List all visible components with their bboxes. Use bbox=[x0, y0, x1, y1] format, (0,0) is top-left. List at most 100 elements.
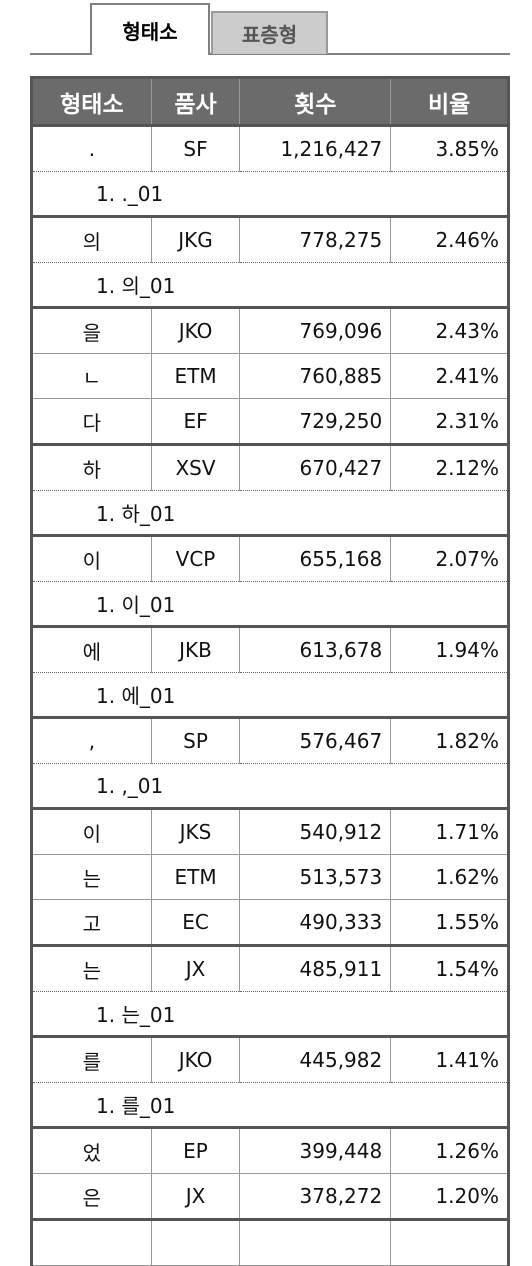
table-row[interactable]: 었 EP 399,448 1.26% bbox=[31, 1126, 509, 1174]
table-row[interactable]: ㄴ ETM 760,885 2.41% bbox=[31, 353, 509, 399]
column-header-count[interactable]: 횟수 bbox=[239, 76, 392, 127]
ratio-cell: 1.94% bbox=[390, 625, 509, 673]
morpheme-cell: 고 bbox=[31, 899, 152, 946]
table-row[interactable]: , SP 576,467 1.82% bbox=[31, 716, 509, 764]
pos-cell: ETM bbox=[150, 353, 241, 399]
pos-cell: JKG bbox=[150, 215, 241, 263]
table-row[interactable]: 은 JX 378,272 1.20% bbox=[31, 1173, 509, 1220]
morpheme-cell: 의 bbox=[31, 215, 152, 263]
ratio-cell: 2.12% bbox=[390, 443, 509, 491]
table-row[interactable]: 이 JKS 540,912 1.71% bbox=[31, 807, 509, 855]
count-cell: 540,912 bbox=[239, 807, 392, 855]
morpheme-cell: 하 bbox=[31, 443, 152, 491]
frequency-table-container: 형태소 품사 횟수 비율 . SF 1,216,427 3.85% 1. ._01 의 JK… bbox=[30, 76, 510, 1266]
count-cell: 729,250 bbox=[239, 398, 392, 445]
morpheme-cell bbox=[31, 1218, 152, 1266]
sense-row: 1. 에_01 bbox=[31, 672, 509, 718]
count-cell: 490,333 bbox=[239, 899, 392, 946]
ratio-cell: 1.54% bbox=[390, 944, 509, 992]
table-row[interactable]: 다 EF 729,250 2.31% bbox=[31, 398, 509, 445]
count-cell: 513,573 bbox=[239, 854, 392, 900]
sense-row: 1. 이_01 bbox=[31, 581, 509, 627]
count-cell: 760,885 bbox=[239, 353, 392, 399]
count-cell: 485,911 bbox=[239, 944, 392, 992]
morpheme-cell: 를 bbox=[31, 1035, 152, 1083]
morpheme-cell: 다 bbox=[31, 398, 152, 445]
table-row[interactable]: 에 JKB 613,678 1.94% bbox=[31, 625, 509, 673]
pos-cell: JKO bbox=[150, 306, 241, 354]
pos-cell: JX bbox=[150, 944, 241, 992]
morpheme-cell: 는 bbox=[31, 854, 152, 900]
sense-row: 1. ,_01 bbox=[31, 763, 509, 809]
pos-cell: VCP bbox=[150, 534, 241, 582]
pos-cell: SP bbox=[150, 716, 241, 764]
pos-cell: EP bbox=[150, 1126, 241, 1174]
column-header-morpheme[interactable]: 형태소 bbox=[31, 76, 152, 127]
table-row[interactable]: 고 EC 490,333 1.55% bbox=[31, 899, 509, 946]
tab-surface-form[interactable]: 표층형 bbox=[211, 11, 328, 54]
table-row[interactable]: 의 JKG 778,275 2.46% bbox=[31, 215, 509, 263]
sense-link[interactable]: 1. ,_01 bbox=[31, 763, 509, 809]
morpheme-cell: 이 bbox=[31, 534, 152, 582]
sense-link[interactable]: 1. 하_01 bbox=[31, 490, 509, 536]
table-row[interactable]: 하 XSV 670,427 2.12% bbox=[31, 443, 509, 491]
frequency-table: 형태소 품사 횟수 비율 . SF 1,216,427 3.85% 1. ._01 의 JK… bbox=[30, 76, 510, 1266]
table-row[interactable]: . SF 1,216,427 3.85% bbox=[31, 124, 509, 172]
table-row[interactable]: 는 ETM 513,573 1.62% bbox=[31, 854, 509, 900]
table-row[interactable] bbox=[31, 1218, 509, 1266]
sense-link[interactable]: 1. 의_01 bbox=[31, 262, 509, 308]
sense-link[interactable]: 1. 는_01 bbox=[31, 991, 509, 1037]
ratio-cell: 1.55% bbox=[390, 899, 509, 946]
count-cell: 378,272 bbox=[239, 1173, 392, 1220]
morpheme-cell: 는 bbox=[31, 944, 152, 992]
morpheme-cell: ㄴ bbox=[31, 353, 152, 399]
ratio-cell: 1.71% bbox=[390, 807, 509, 855]
sense-row: 1. 는_01 bbox=[31, 991, 509, 1037]
ratio-cell: 2.41% bbox=[390, 353, 509, 399]
ratio-cell: 2.31% bbox=[390, 398, 509, 445]
pos-cell: JX bbox=[150, 1173, 241, 1220]
ratio-cell: 1.41% bbox=[390, 1035, 509, 1083]
table-row[interactable]: 는 JX 485,911 1.54% bbox=[31, 944, 509, 992]
sense-link[interactable]: 1. 에_01 bbox=[31, 672, 509, 718]
morpheme-cell: 었 bbox=[31, 1126, 152, 1174]
ratio-cell: 1.20% bbox=[390, 1173, 509, 1220]
sense-link[interactable]: 1. 이_01 bbox=[31, 581, 509, 627]
pos-cell: JKB bbox=[150, 625, 241, 673]
count-cell: 576,467 bbox=[239, 716, 392, 764]
sense-row: 1. 의_01 bbox=[31, 262, 509, 308]
count-cell: 778,275 bbox=[239, 215, 392, 263]
pos-cell: EF bbox=[150, 398, 241, 445]
morpheme-cell: 을 bbox=[31, 306, 152, 354]
count-cell: 670,427 bbox=[239, 443, 392, 491]
ratio-cell: 2.07% bbox=[390, 534, 509, 582]
morpheme-cell: 이 bbox=[31, 807, 152, 855]
pos-cell: XSV bbox=[150, 443, 241, 491]
count-cell: 613,678 bbox=[239, 625, 392, 673]
ratio-cell: 2.46% bbox=[390, 215, 509, 263]
morpheme-cell: 은 bbox=[31, 1173, 152, 1220]
sense-row: 1. 를_01 bbox=[31, 1082, 509, 1128]
table-row[interactable]: 이 VCP 655,168 2.07% bbox=[31, 534, 509, 582]
column-header-pos[interactable]: 품사 bbox=[150, 76, 241, 127]
tab-underline bbox=[30, 53, 510, 55]
table-row[interactable]: 을 JKO 769,096 2.43% bbox=[31, 306, 509, 354]
table-body: . SF 1,216,427 3.85% 1. ._01 의 JKG 778,275 2.46%… bbox=[31, 124, 509, 1266]
sense-link[interactable]: 1. 를_01 bbox=[31, 1082, 509, 1128]
morpheme-cell: , bbox=[31, 716, 152, 764]
count-cell: 1,216,427 bbox=[239, 124, 392, 172]
sense-link[interactable]: 1. ._01 bbox=[31, 171, 509, 217]
table-row[interactable]: 를 JKO 445,982 1.41% bbox=[31, 1035, 509, 1083]
column-header-ratio[interactable]: 비율 bbox=[390, 76, 509, 127]
tab-morpheme[interactable]: 형태소 bbox=[90, 3, 210, 55]
morpheme-cell: 에 bbox=[31, 625, 152, 673]
count-cell bbox=[239, 1218, 392, 1266]
count-cell: 399,448 bbox=[239, 1126, 392, 1174]
ratio-cell: 2.43% bbox=[390, 306, 509, 354]
ratio-cell: 1.62% bbox=[390, 854, 509, 900]
ratio-cell: 3.85% bbox=[390, 124, 509, 172]
count-cell: 445,982 bbox=[239, 1035, 392, 1083]
morpheme-cell: . bbox=[31, 124, 152, 172]
sense-row: 1. 하_01 bbox=[31, 490, 509, 536]
table-header-row: 형태소 품사 횟수 비율 bbox=[31, 76, 509, 127]
